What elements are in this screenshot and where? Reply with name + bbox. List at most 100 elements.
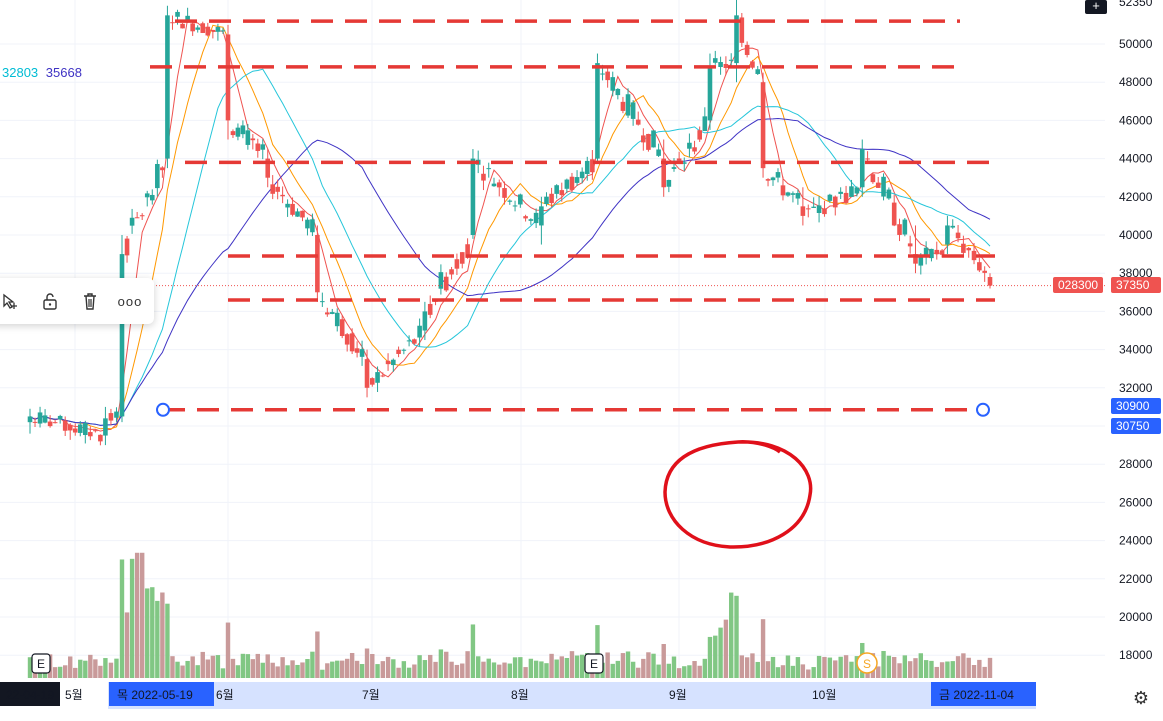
volume-bar	[918, 653, 924, 678]
candle-body	[108, 413, 114, 421]
candle-body	[950, 225, 956, 228]
volume-bar	[646, 652, 651, 678]
volume-bar	[108, 662, 114, 678]
add-plus-icon[interactable]: +	[1085, 0, 1107, 14]
candle-body	[175, 11, 180, 17]
volume-bar	[811, 667, 816, 678]
volume-bar	[380, 661, 386, 678]
volume-bar	[385, 656, 391, 678]
volume-bar	[595, 625, 600, 678]
candle-body	[600, 73, 605, 75]
volume-bar	[205, 659, 211, 678]
volume-bar	[370, 653, 375, 678]
volume-bar	[692, 661, 697, 678]
volume-bar	[876, 666, 881, 678]
candle-body	[755, 69, 761, 74]
volume-bar	[364, 648, 370, 678]
volume-bar	[139, 552, 145, 678]
time-label: 10월	[812, 688, 836, 702]
candle-body	[528, 219, 534, 221]
volume-bar	[310, 651, 315, 678]
candle-body	[67, 424, 73, 431]
volume-bar	[155, 600, 160, 678]
candle-body	[595, 63, 600, 159]
volume-bar	[528, 658, 534, 678]
price-tick-label: 36000	[1119, 304, 1153, 318]
candle-body	[775, 172, 781, 178]
candle-body	[790, 193, 796, 195]
volume-bar	[955, 656, 961, 678]
ma-value-1: 32803	[2, 65, 39, 80]
volume-bar	[240, 653, 246, 678]
volume-bar	[401, 661, 407, 678]
drawing-toolbar: ooo	[0, 278, 154, 324]
candle-body	[285, 203, 290, 208]
earnings-marker-label: E	[37, 657, 45, 671]
ma-orange	[29, 24, 991, 430]
volume-bar	[816, 655, 822, 678]
volume-bar	[165, 603, 170, 678]
candle-body	[185, 15, 190, 22]
volume-bar	[961, 653, 966, 678]
candle-body	[544, 196, 549, 204]
volume-bar	[687, 665, 692, 678]
cursor-plus-icon[interactable]	[0, 278, 30, 324]
candle-body	[723, 63, 729, 69]
candle-body	[750, 61, 755, 68]
candle-body	[32, 421, 38, 423]
volume-bar	[200, 651, 205, 678]
candle-body	[354, 348, 360, 353]
candle-body	[391, 359, 396, 366]
candle-body	[854, 187, 860, 194]
current-price-tag: 37350	[1111, 277, 1161, 293]
candle-body	[290, 203, 295, 215]
candle-body	[265, 158, 271, 178]
price-tick-label: 48000	[1119, 75, 1153, 89]
volume-bar	[923, 660, 929, 678]
unlock-icon[interactable]	[30, 278, 70, 324]
volume-bar	[822, 656, 827, 678]
dividend-marker-label: S	[863, 657, 871, 671]
candle-body	[702, 116, 708, 132]
candle-body	[712, 58, 718, 63]
volume-bar	[275, 666, 280, 678]
volume-bar	[315, 631, 320, 678]
price-tick-label: 44000	[1119, 152, 1153, 166]
candle-body	[765, 179, 771, 181]
candle-body	[114, 411, 119, 418]
candle-body	[770, 177, 776, 181]
more-icon[interactable]: ooo	[117, 293, 143, 309]
trash-icon[interactable]	[70, 278, 110, 324]
candle-body	[955, 232, 961, 239]
earnings-marker-label: E	[590, 657, 598, 671]
volume-bar	[460, 663, 465, 678]
volume-bar	[579, 654, 585, 678]
candle-body	[760, 82, 766, 169]
volume-bar	[305, 659, 310, 678]
candle-body	[569, 176, 575, 190]
candle-body	[739, 17, 745, 43]
volume-bar	[325, 663, 330, 678]
candle-body	[210, 29, 216, 32]
candle-body	[827, 194, 833, 201]
candle-body	[800, 206, 806, 216]
volume-bar	[73, 667, 78, 678]
candle-body	[697, 130, 702, 140]
candle-body	[590, 159, 595, 173]
volume-bar	[134, 552, 140, 678]
volume-bar	[539, 661, 544, 678]
volume-bar	[265, 654, 270, 678]
volume-bar	[497, 664, 502, 678]
volume-bar	[476, 656, 481, 678]
volume-bar	[934, 666, 939, 678]
volume-bar	[320, 669, 325, 678]
candle-body	[681, 162, 687, 164]
volume-bar	[175, 661, 180, 678]
gear-icon[interactable]: ⚙	[1132, 688, 1149, 708]
candle-body	[507, 200, 513, 202]
candle-body	[344, 334, 350, 345]
price-tick-label: 50000	[1119, 37, 1153, 51]
candle-body	[406, 340, 412, 342]
earnings-icon	[31, 653, 51, 674]
